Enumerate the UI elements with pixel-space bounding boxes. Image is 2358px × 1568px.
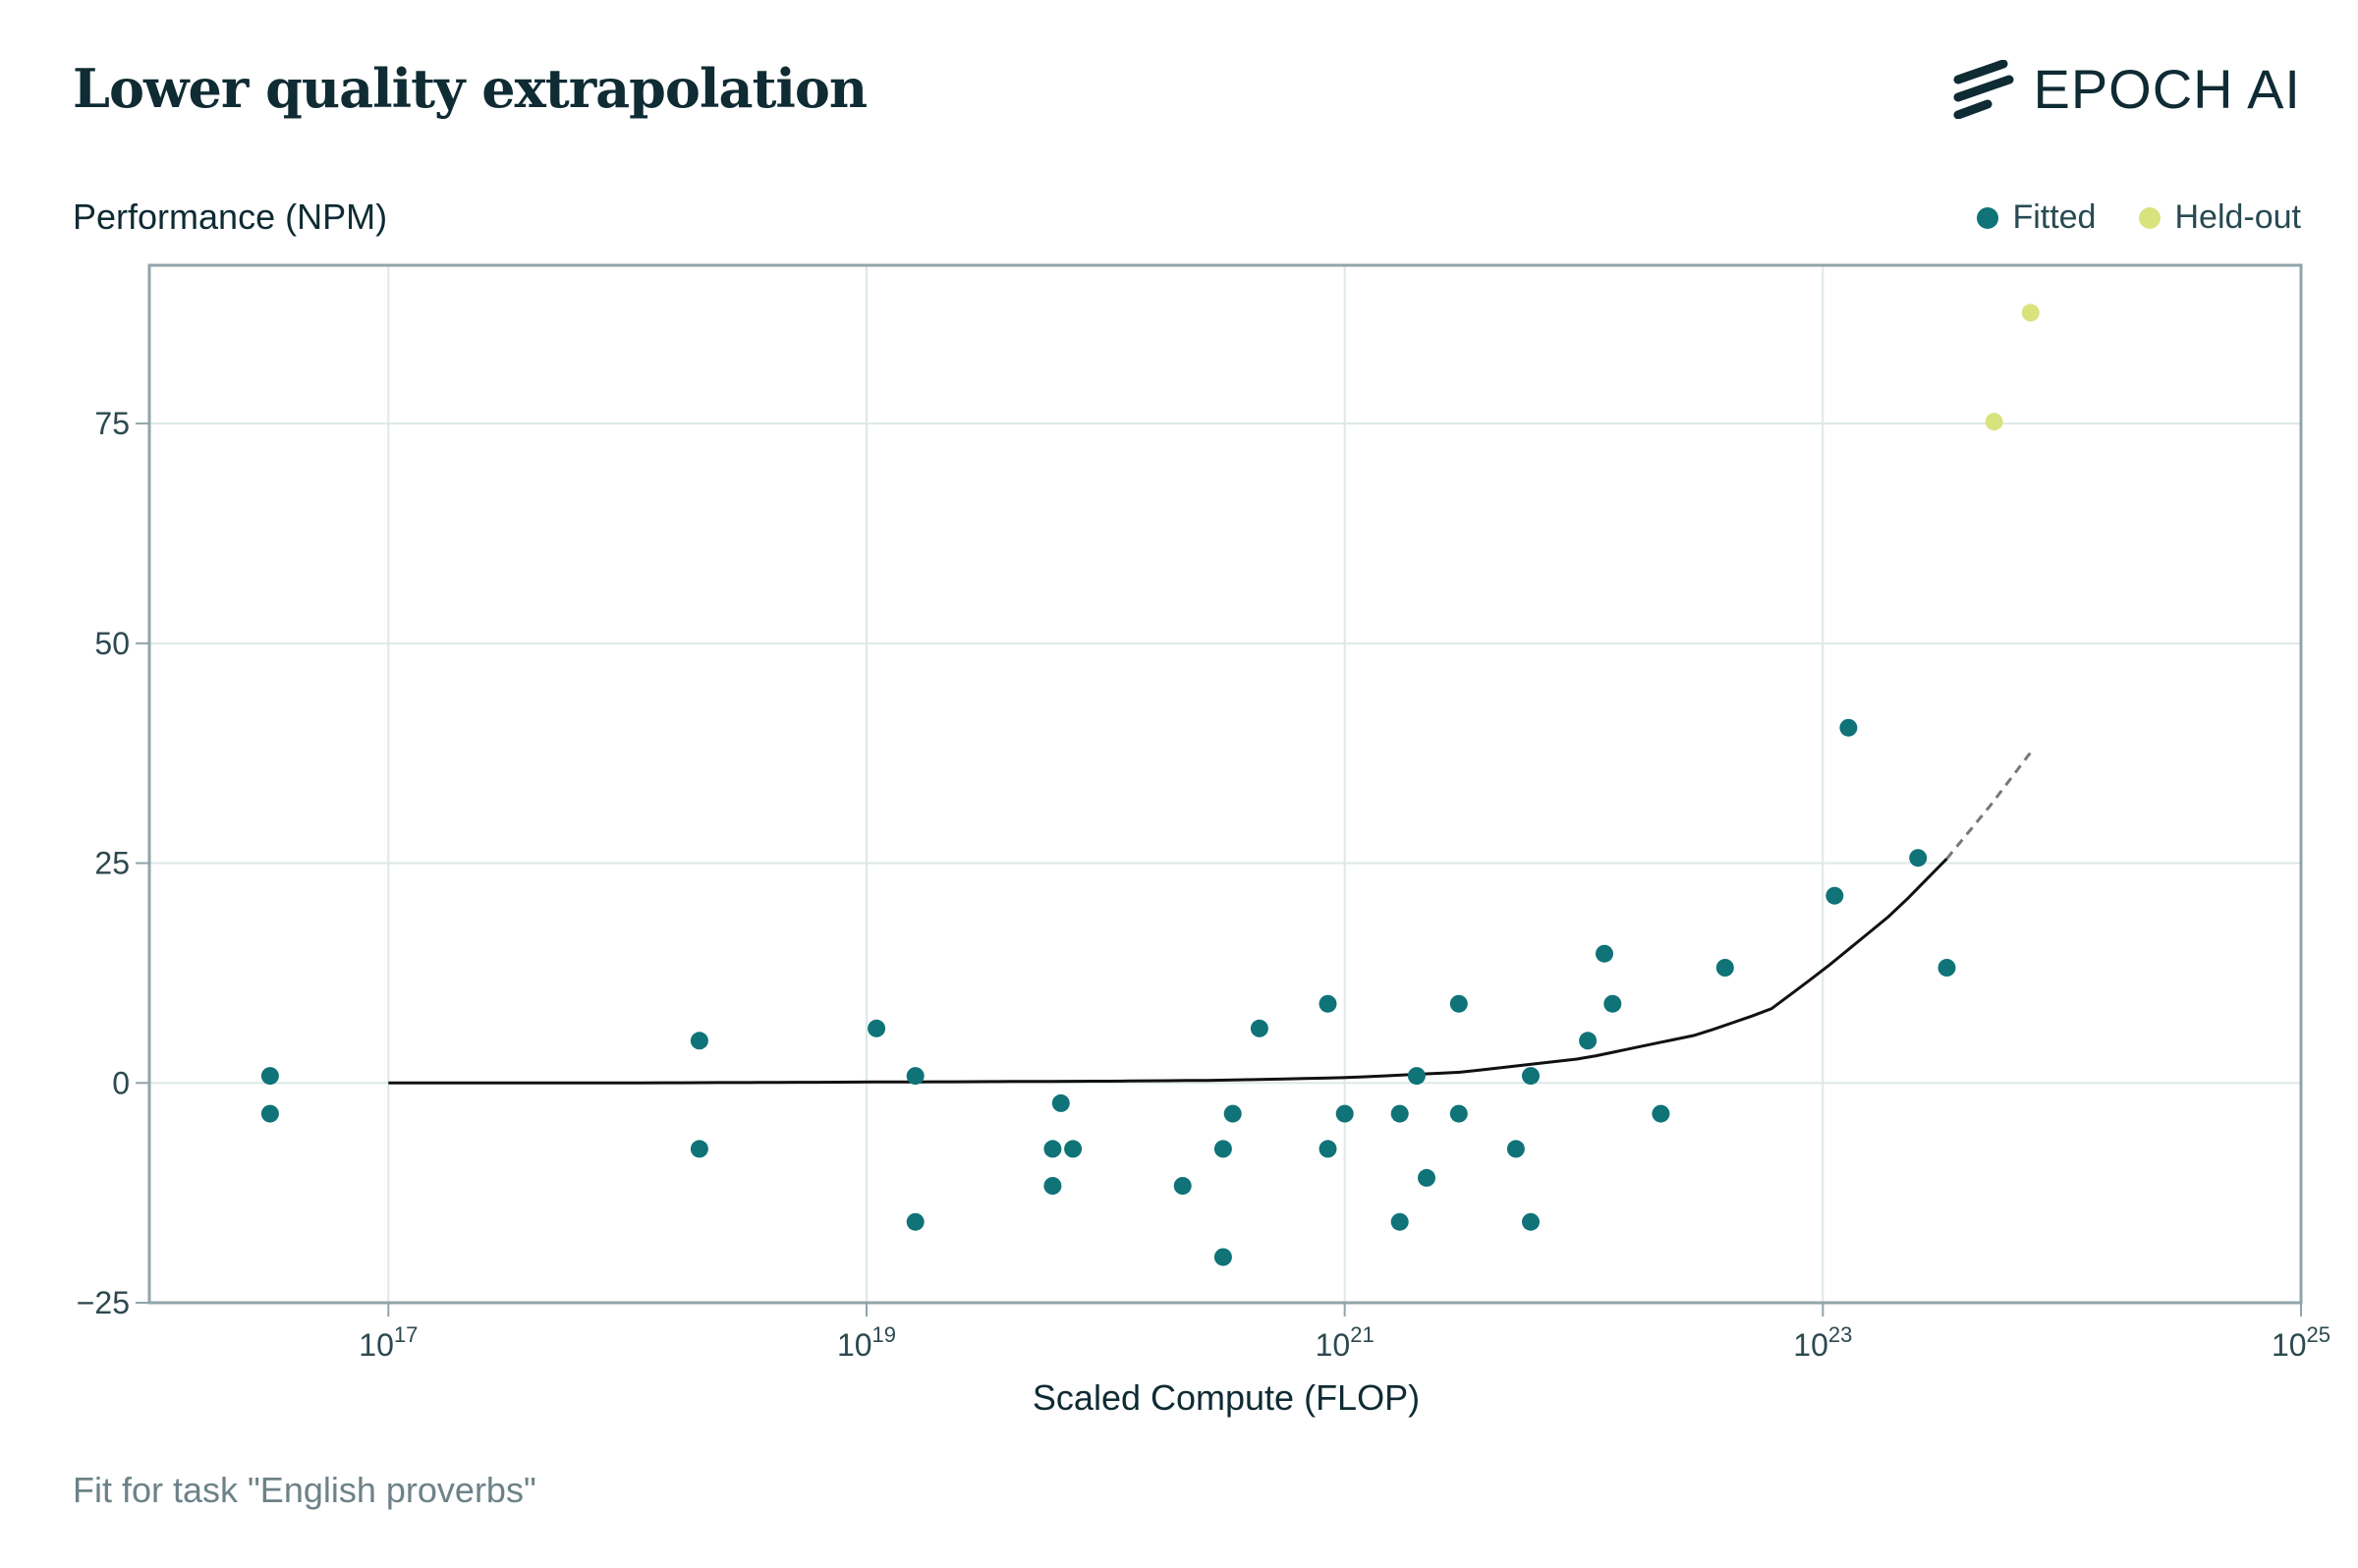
epoch-ai-logo: EPOCH AI <box>1952 57 2301 121</box>
legend-swatch-held-out <box>2139 206 2162 229</box>
fitted-point <box>1064 1140 1083 1158</box>
fit-curve-extrapolated <box>1945 751 2033 861</box>
fitted-point <box>1213 1248 1232 1266</box>
data-points <box>260 304 2040 1266</box>
fitted-point <box>1825 886 1844 905</box>
y-tick-label: 50 <box>94 626 130 661</box>
fitted-point <box>1319 994 1337 1013</box>
fitted-point <box>1319 1140 1337 1158</box>
fitted-point <box>1603 994 1622 1013</box>
legend-label-fitted: Fitted <box>2012 198 2097 236</box>
fitted-point <box>1839 718 1858 737</box>
fitted-point <box>1449 994 1468 1013</box>
legend-label-held-out: Held-out <box>2174 198 2301 236</box>
fitted-point <box>1390 1104 1409 1123</box>
brand-name: EPOCH AI <box>2033 58 2301 120</box>
fitted-point <box>1173 1177 1192 1195</box>
y-axis-label: Performance (NPM) <box>73 196 388 237</box>
fitted-point <box>906 1212 925 1231</box>
legend: Fitted Held-out <box>1977 198 2301 237</box>
x-tick-label: 1019 <box>837 1322 896 1363</box>
x-tick-label: 1021 <box>1316 1322 1375 1363</box>
fitted-point <box>1909 849 1928 868</box>
held-out-point <box>1985 413 2003 431</box>
fitted-point <box>260 1104 279 1123</box>
fitted-point <box>868 1019 886 1037</box>
fitted-point <box>1407 1067 1426 1086</box>
y-tick-label: 75 <box>94 406 130 441</box>
fitted-point <box>1418 1168 1435 1187</box>
y-tick-label: −25 <box>77 1285 130 1320</box>
fitted-point <box>1937 959 1956 977</box>
fitted-point <box>690 1032 708 1050</box>
fitted-point <box>1596 944 1613 963</box>
fitted-point <box>1051 1093 1070 1112</box>
y-tick-label: 0 <box>112 1065 130 1100</box>
fitted-point <box>1250 1019 1268 1037</box>
fitted-point <box>1522 1212 1540 1231</box>
axis-ticks: −25 0 25 50 75 1017 1019 1021 1023 1025 <box>77 406 2330 1363</box>
y-tick-label: 25 <box>94 846 130 881</box>
chart-title: Lower quality extrapolation <box>73 57 868 120</box>
fitted-point <box>1715 959 1734 977</box>
plot-frame <box>147 263 2303 1305</box>
fit-curve-solid <box>388 858 1948 1085</box>
legend-item-fitted: Fitted <box>1977 198 2096 237</box>
fitted-point <box>1506 1140 1525 1158</box>
legend-swatch-fitted <box>1977 206 1999 229</box>
legend-item-held-out: Held-out <box>2139 198 2301 237</box>
fitted-point <box>906 1067 925 1086</box>
fitted-point <box>1522 1067 1540 1086</box>
fitted-point <box>1043 1140 1062 1158</box>
held-out-point <box>2021 304 2040 322</box>
fitted-point <box>690 1140 708 1158</box>
chart-caption: Fit for task "English proverbs" <box>73 1470 536 1510</box>
fitted-point <box>1652 1104 1670 1123</box>
fitted-point <box>1449 1104 1468 1123</box>
fitted-point <box>1390 1212 1409 1231</box>
fitted-point <box>1579 1032 1598 1050</box>
epoch-logo-icon <box>1953 59 2014 119</box>
fitted-point <box>1335 1104 1354 1123</box>
fitted-point <box>1043 1177 1062 1195</box>
fitted-point <box>260 1067 279 1086</box>
x-tick-label: 1017 <box>359 1322 418 1363</box>
fitted-point <box>1213 1140 1232 1158</box>
x-tick-label: 1025 <box>2272 1322 2330 1363</box>
fitted-point <box>1223 1104 1242 1123</box>
x-tick-label: 1023 <box>1793 1322 1852 1363</box>
fit-curve <box>388 751 2033 1085</box>
x-axis-label: Scaled Compute (FLOP) <box>1032 1377 1421 1418</box>
